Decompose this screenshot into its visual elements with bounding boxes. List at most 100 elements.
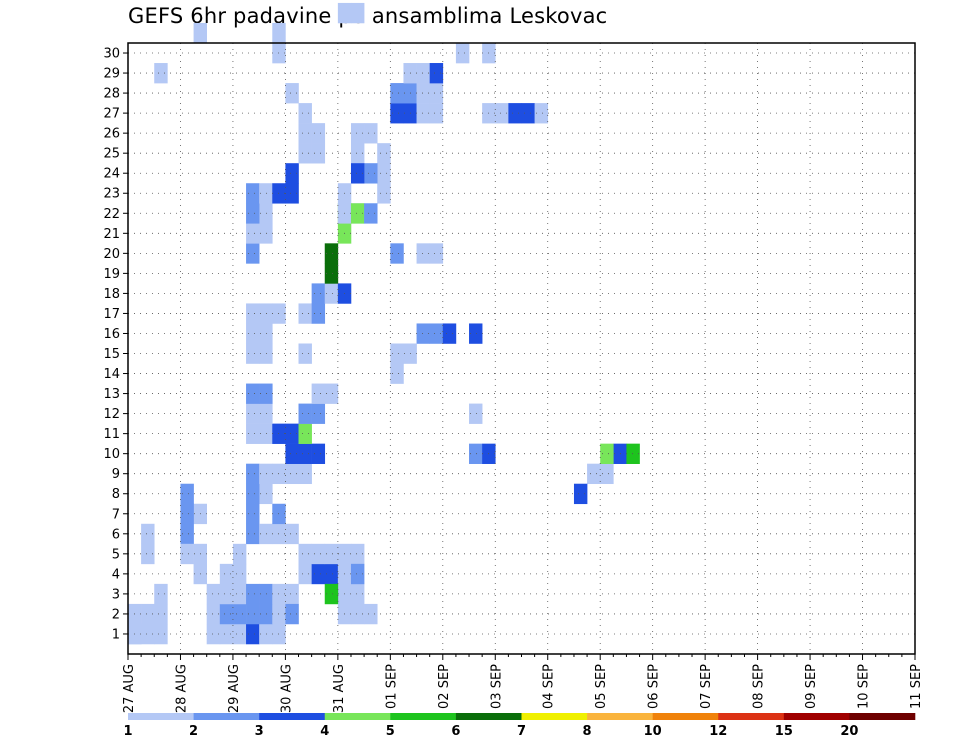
heatmap-cell — [626, 443, 640, 464]
heatmap-cell — [206, 623, 221, 645]
heatmap-cell — [141, 523, 155, 545]
heatmap-cell — [259, 603, 273, 625]
heatmap-cell — [180, 483, 194, 505]
heatmap-cell — [246, 603, 260, 625]
heatmap-cell — [232, 603, 247, 625]
colorbar-swatch — [193, 713, 260, 720]
y-tick-label: 19 — [103, 267, 120, 282]
colorbar-label: 10 — [644, 724, 662, 739]
heatmap-cell — [429, 63, 444, 84]
heatmap-cell — [377, 183, 391, 204]
heatmap-cell — [298, 563, 312, 585]
colorbar-label: 8 — [583, 724, 592, 739]
heatmap-cell — [246, 223, 260, 244]
heatmap-cell — [246, 403, 260, 424]
heatmap-cell — [259, 463, 273, 485]
y-tick-label: 25 — [103, 147, 120, 162]
heatmap-cell — [285, 583, 299, 605]
heatmap-cell — [246, 463, 260, 485]
heatmap-cell — [377, 143, 391, 164]
heatmap-cell — [508, 103, 522, 124]
heatmap-cell — [442, 323, 457, 344]
y-tick-label: 27 — [103, 107, 120, 122]
y-tick-label: 9 — [112, 467, 120, 482]
heatmap-cell — [350, 203, 365, 224]
heatmap-cell — [246, 503, 260, 525]
heatmap-cell — [350, 563, 365, 585]
heatmap-cell — [154, 583, 168, 605]
heatmap-cell — [246, 423, 260, 444]
y-tick-label: 1 — [112, 627, 120, 642]
x-tick-label: 28 AUG — [174, 664, 189, 713]
colorbar-label: 5 — [386, 724, 395, 739]
y-tick-label: 20 — [103, 247, 120, 262]
heatmap-cell — [285, 163, 299, 184]
heatmap-cell — [350, 583, 365, 605]
heatmap-cell — [193, 22, 207, 44]
heatmap-cell — [259, 623, 273, 645]
y-tick-label: 5 — [112, 547, 120, 562]
colorbar-swatch — [521, 713, 588, 720]
heatmap-cell — [416, 63, 430, 84]
heatmap-cell — [141, 623, 155, 645]
heatmap-cell — [219, 563, 234, 585]
y-tick-label: 3 — [112, 587, 120, 602]
colorbar-swatch — [652, 713, 719, 720]
heatmap-cell — [337, 2, 352, 24]
heatmap-cell — [259, 383, 273, 404]
heatmap-cell — [600, 443, 614, 464]
heatmap-cell — [298, 143, 312, 164]
heatmap-cell — [180, 503, 194, 525]
colorbar-swatch — [849, 713, 916, 720]
heatmap-cell — [350, 603, 365, 625]
heatmap-cell — [141, 603, 155, 625]
heatmap-cell — [298, 303, 312, 324]
chart-title: GEFS 6hr padavine po ansamblima Leskovac — [128, 4, 608, 28]
heatmap-cell — [311, 123, 326, 144]
heatmap-cell — [298, 543, 312, 565]
y-tick-label: 16 — [103, 327, 120, 342]
heatmap-cell — [206, 603, 221, 625]
x-tick-label: 29 AUG — [227, 664, 242, 713]
heatmap-cell — [259, 343, 273, 364]
x-tick-label: 09 SEP — [804, 664, 819, 709]
heatmap-cell — [311, 403, 326, 424]
x-tick-label: 07 SEP — [699, 664, 714, 709]
heatmap-cell — [324, 283, 339, 304]
heatmap-cell — [285, 183, 299, 204]
heatmap-cell — [324, 583, 339, 605]
heatmap-cell — [259, 583, 273, 605]
heatmap-cell — [350, 2, 365, 24]
heatmap-cell — [429, 243, 444, 264]
heatmap-cell — [416, 83, 430, 104]
x-tick-label: 08 SEP — [752, 664, 767, 709]
heatmap-cell — [259, 423, 273, 444]
colorbar-label: 4 — [320, 724, 329, 739]
heatmap-cell — [311, 283, 326, 304]
heatmap-cell — [364, 123, 378, 144]
heatmap-cell — [364, 163, 378, 184]
heatmap-cell — [495, 103, 509, 124]
heatmap-cell — [377, 163, 391, 184]
y-tick-label: 21 — [103, 227, 120, 242]
heatmap-cell — [350, 143, 365, 164]
heatmap-cell — [534, 103, 549, 124]
y-tick-label: 4 — [112, 567, 120, 582]
heatmap-cell — [324, 263, 339, 284]
heatmap-cell — [285, 83, 299, 104]
heatmap-cell — [364, 203, 378, 224]
heatmap-cell — [180, 523, 194, 545]
heatmap-cell — [219, 603, 234, 625]
heatmap-cell — [246, 523, 260, 545]
y-tick-label: 30 — [103, 47, 120, 62]
heatmap-cell — [364, 603, 378, 625]
heatmap-cell — [141, 543, 155, 565]
x-tick-label: 31 AUG — [332, 664, 347, 713]
heatmap-cell — [259, 183, 273, 204]
heatmap-cell — [469, 403, 483, 424]
heatmap-cell — [469, 443, 483, 464]
y-tick-label: 7 — [112, 507, 120, 522]
x-tick-label: 06 SEP — [647, 664, 662, 709]
x-tick-label: 05 SEP — [594, 664, 609, 709]
heatmap-cell — [298, 403, 312, 424]
